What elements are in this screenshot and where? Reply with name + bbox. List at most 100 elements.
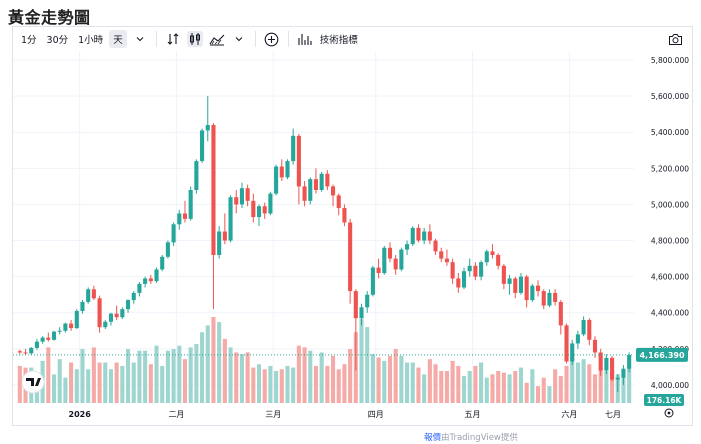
candle-body	[86, 289, 91, 302]
volume-bar	[228, 347, 233, 403]
compare-sort-icon[interactable]	[165, 31, 181, 47]
volume-bar	[245, 352, 250, 403]
candle-body	[473, 265, 478, 277]
indicators-button[interactable]: 技術指標	[319, 35, 358, 46]
volume-bar	[621, 369, 626, 403]
y-tick-label: 5,600.000	[651, 92, 689, 101]
volume-bar	[444, 370, 449, 403]
candle-body	[405, 244, 410, 250]
volume-bar	[57, 359, 62, 403]
volume-bar	[330, 355, 336, 403]
candle-body	[330, 186, 336, 196]
volume-bar	[484, 377, 489, 403]
volume-badge	[644, 394, 684, 406]
volume-bar	[365, 327, 370, 403]
candle-body	[456, 278, 461, 288]
candle-body	[581, 319, 586, 335]
camera-icon[interactable]	[667, 31, 683, 47]
candle-body	[450, 262, 455, 279]
candle-body	[217, 231, 222, 255]
volume-bar	[416, 367, 421, 403]
volume-bar	[575, 362, 580, 403]
candle-body	[547, 292, 552, 306]
candle-body	[490, 251, 495, 255]
volume-bar	[570, 357, 575, 403]
volume-bar	[405, 362, 410, 403]
candle-body	[461, 271, 467, 288]
indicators-icon[interactable]	[297, 31, 313, 47]
candle-body	[177, 213, 182, 225]
candle-body	[365, 294, 370, 308]
volume-bar	[69, 362, 74, 403]
volume-bar	[524, 382, 529, 403]
candle-body	[148, 278, 153, 282]
volume-bar	[154, 345, 159, 403]
volume-bar	[473, 365, 478, 403]
candle-body	[239, 188, 244, 205]
credit-link[interactable]: 報價	[424, 433, 442, 443]
x-tick-label: 二月	[168, 410, 184, 419]
volume-bar	[217, 322, 222, 403]
area-chart-icon[interactable]	[209, 31, 225, 47]
candle-body	[564, 325, 569, 362]
volume-bar	[433, 364, 438, 403]
candle-body	[245, 188, 250, 201]
candle-body	[131, 292, 136, 301]
interval-1m-button[interactable]: 1分	[21, 35, 37, 46]
volume-bar	[456, 365, 461, 403]
candle-body	[541, 291, 546, 306]
volume-bar	[160, 365, 165, 403]
volume-bar	[627, 365, 632, 403]
candle-body	[353, 291, 358, 319]
candle-body	[234, 197, 239, 205]
candle-body	[524, 276, 529, 301]
chevron-down-icon[interactable]	[132, 31, 148, 47]
candle-body	[262, 206, 267, 214]
candle-body	[69, 323, 74, 329]
candle-body	[479, 262, 484, 277]
candle-body	[63, 323, 68, 331]
price-chart[interactable]: 4,000.0004,200.0004,400.0004,600.0004,80…	[13, 51, 692, 425]
candle-body	[188, 189, 193, 219]
candle-body	[342, 208, 347, 223]
volume-bar	[125, 349, 131, 403]
plus-circle-icon[interactable]	[264, 31, 280, 47]
settings-icon	[664, 408, 674, 418]
x-tick-label: 2026	[69, 410, 92, 419]
candle-body	[427, 231, 432, 241]
volume-bar	[496, 370, 501, 403]
y-tick-label: 4,400.000	[651, 309, 689, 318]
candle-body	[46, 337, 51, 340]
interval-1d-button[interactable]: 天	[109, 30, 127, 48]
interval-30m-button[interactable]: 30分	[46, 35, 69, 46]
interval-1h-button[interactable]: 1小時	[78, 35, 104, 46]
volume-bar	[97, 362, 102, 403]
toolbar-divider	[254, 31, 256, 47]
volume-bar	[262, 369, 267, 403]
volume-label: 176.16K	[647, 396, 683, 405]
toolbar-divider	[287, 31, 289, 47]
candle-body	[558, 301, 563, 326]
volume-bar	[188, 347, 193, 403]
volume-bar	[251, 367, 256, 403]
candlestick-icon[interactable]	[186, 31, 203, 47]
chart-toolbar: 1分 30分 1小時 天 技術指標	[13, 27, 692, 51]
candle-body	[256, 206, 262, 218]
candle-body	[348, 222, 353, 292]
candle-body	[336, 195, 341, 209]
volume-bar	[592, 374, 598, 403]
candle-body	[598, 352, 603, 371]
settings-icon-center	[667, 411, 671, 415]
chevron-down-icon[interactable]	[231, 31, 247, 47]
tradingview-logo-mark	[26, 378, 41, 386]
candle-body	[108, 313, 114, 322]
volume-bar	[547, 386, 552, 403]
candle-body	[97, 298, 102, 328]
volume-bar	[148, 364, 153, 403]
candle-body	[29, 347, 34, 354]
x-tick-label: 五月	[465, 410, 481, 419]
candle-body	[143, 278, 148, 284]
candle-body	[627, 354, 632, 369]
candle-body	[125, 300, 131, 310]
volume-bar	[63, 377, 68, 403]
